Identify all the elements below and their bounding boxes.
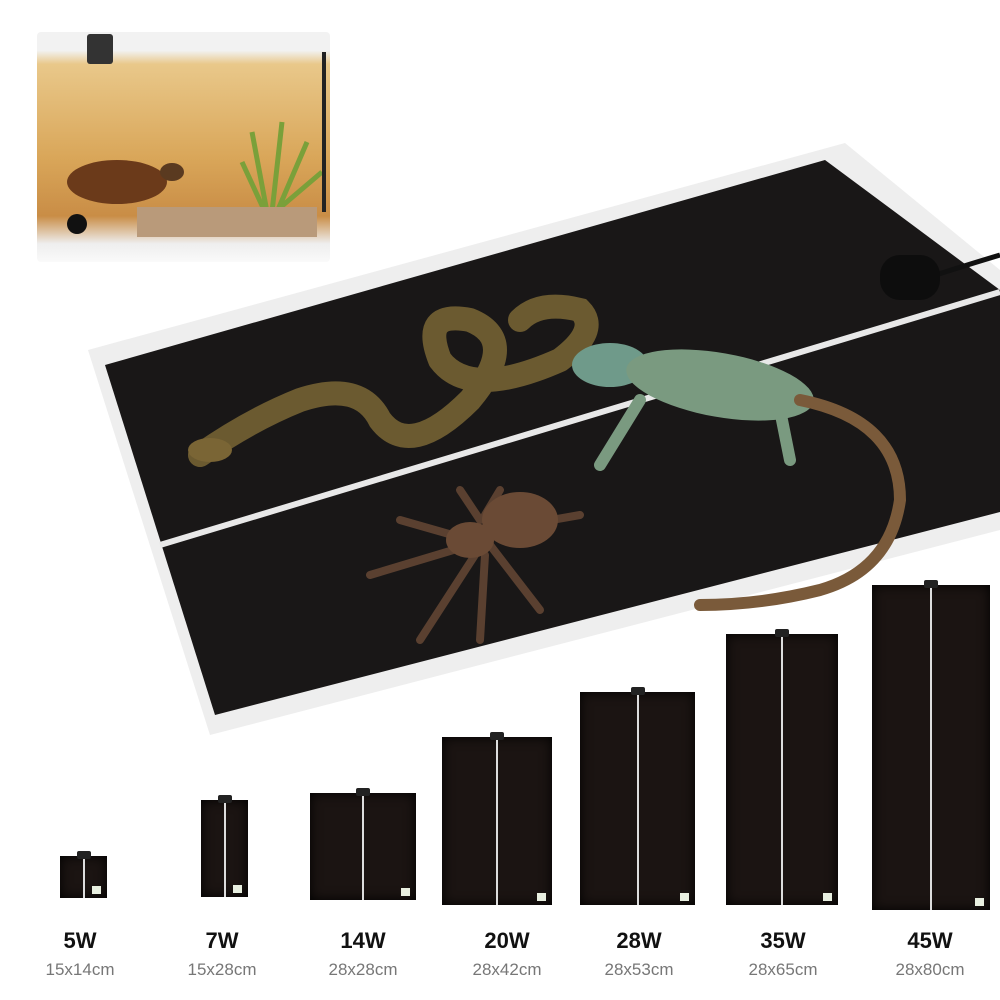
iguana [572,343,907,611]
turtle-shell [67,160,167,204]
heat-mat-28w [580,687,695,905]
cable [322,52,326,212]
size-label: 15x28cm [187,960,257,979]
heat-mat-35w [726,629,838,905]
heat-mat-45w [872,580,990,910]
tarantula [366,486,584,644]
mat-surface [105,160,1000,715]
size-label: 28x28cm [328,960,398,979]
heat-mat-5w [60,851,107,898]
size-label: 28x42cm [472,960,542,979]
size-label: 15x14cm [45,960,115,979]
mat-seam [159,289,1000,548]
watt-label: 20W [484,928,530,953]
turtle-head [160,163,184,181]
watt-label: 28W [616,928,662,953]
watt-label: 35W [760,928,806,953]
cable-connector [880,255,940,300]
hinge [87,34,113,64]
watt-label: 14W [340,928,386,953]
rock-platform [137,207,317,237]
size-label: 28x80cm [895,960,965,979]
size-label: 28x65cm [748,960,818,979]
snake-head [188,438,232,462]
watt-label: 45W [907,928,953,953]
heat-mat-20w [442,732,552,905]
watt-label: 5W [63,928,97,953]
heat-mat-14w [310,788,416,900]
size-label: 28x53cm [604,960,674,979]
plant [239,121,324,214]
heat-mat-7w [201,795,248,897]
watt-label: 7W [205,928,239,953]
terrarium-photo [37,32,330,262]
thermostat-knob [67,214,87,234]
terrarium-illustration [67,34,326,237]
python-snake [188,294,599,467]
